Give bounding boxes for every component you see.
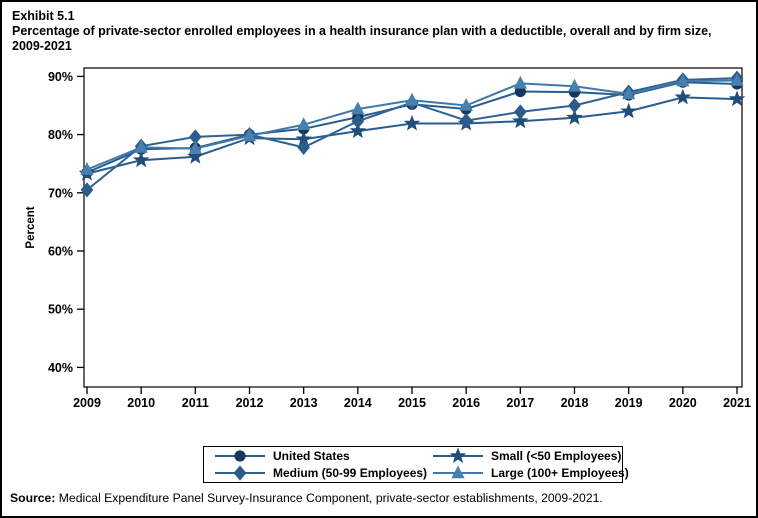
x-tick-label: 2020: [669, 396, 697, 407]
legend-item-small-50-employees: Small (<50 Employees): [432, 448, 629, 464]
legend-item-large-100-employees: Large (100+ Employees): [432, 465, 629, 480]
y-tick-label: 40%: [48, 361, 73, 375]
diamond-marker-icon: [297, 139, 311, 155]
star-marker-icon: [132, 151, 150, 168]
star-marker-icon: [349, 122, 367, 139]
triangle-marker-icon: [405, 92, 419, 106]
plot-border: [83, 67, 743, 388]
legend-star-marker-icon: [433, 448, 483, 464]
star-marker-icon: [512, 112, 529, 129]
y-axis-title: Percent: [25, 206, 37, 248]
triangle-marker-icon: [188, 141, 202, 154]
x-tick-label: 2009: [73, 396, 101, 407]
x-tick-label: 2012: [236, 396, 264, 407]
x-tick-label: 2016: [452, 396, 480, 407]
circle-glyph: [234, 450, 246, 462]
triangle-marker-icon: [134, 139, 148, 153]
diamond-marker-icon: [568, 97, 581, 114]
y-tick-label: 90%: [48, 70, 73, 84]
triangle-marker-icon: [297, 117, 311, 131]
legend-circle-marker-icon: [215, 450, 265, 462]
exhibit-number: Exhibit 5.1: [12, 9, 75, 23]
deductible-trend-line-chart: 90% 80% 70% 60% 50% 40% Percent 2009 2010 2011 201…: [25, 67, 751, 407]
triangle-marker-icon: [513, 75, 527, 89]
triangle-marker-icon: [80, 162, 94, 175]
legend-item-medium-50-99-employees: Medium (50-99 Employees): [214, 465, 432, 481]
x-tick-label: 2014: [344, 396, 372, 407]
x-tick-label: 2017: [506, 396, 534, 407]
triangle-marker-icon: [676, 73, 690, 87]
legend-item-united-states: United States: [214, 449, 432, 464]
x-axis: 2009 2010 2011 2012 2013 2014 2015 2016 2017 2018…: [73, 387, 751, 407]
y-tick-label: 70%: [48, 186, 73, 200]
legend-diamond-marker-icon: [215, 465, 265, 481]
series-large-100-employees: [80, 72, 744, 175]
star-marker-icon: [187, 148, 204, 164]
x-tick-label: 2010: [127, 396, 155, 407]
source-text: Medical Expenditure Panel Survey-Insuran…: [55, 491, 603, 505]
x-tick-label: 2018: [561, 396, 589, 407]
star-glyph: [449, 448, 467, 464]
legend-label: United States: [273, 449, 350, 464]
star-marker-icon: [620, 102, 637, 119]
x-tick-label: 2011: [182, 396, 209, 407]
diamond-marker-icon: [459, 113, 473, 129]
legend-label: Small (<50 Employees): [491, 449, 622, 464]
triangle-marker-icon: [622, 86, 636, 100]
x-tick-label: 2013: [290, 396, 318, 407]
triangle-marker-icon: [567, 78, 582, 92]
triangle-marker-icon: [351, 101, 365, 115]
star-marker-icon: [728, 90, 746, 107]
triangle-marker-icon: [730, 72, 744, 86]
legend-triangle-marker-icon: [433, 465, 483, 479]
triangle-glyph: [451, 465, 465, 479]
x-tick-label: 2021: [723, 396, 751, 407]
triangle-marker-icon: [459, 98, 473, 111]
star-marker-icon: [403, 114, 421, 131]
y-tick-label: 50%: [48, 303, 73, 317]
source-label: Source:: [10, 491, 56, 505]
series-united-states: [81, 76, 743, 179]
chart-legend: United States Small (<50 Employees) Medium…: [203, 446, 629, 483]
diamond-marker-icon: [513, 104, 527, 120]
source-note: Source: Medical Expenditure Panel Survey…: [10, 491, 603, 505]
y-tick-label: 80%: [48, 128, 73, 142]
diamond-marker-icon: [351, 113, 365, 129]
triangle-marker-icon: [242, 128, 257, 142]
x-tick-label: 2015: [398, 396, 426, 407]
legend-label: Large (100+ Employees): [491, 465, 629, 480]
diamond-marker-icon: [80, 182, 94, 198]
title-block: Exhibit 5.1 Percentage of private-sector…: [12, 9, 736, 54]
legend-label: Medium (50-99 Employees): [273, 465, 428, 480]
y-tick-label: 60%: [48, 245, 73, 259]
x-tick-label: 2019: [615, 396, 643, 407]
y-axis: 90% 80% 70% 60% 50% 40% Percent: [25, 70, 84, 375]
chart-title: Percentage of private-sector enrolled em…: [12, 24, 712, 53]
star-marker-icon: [566, 109, 583, 125]
star-marker-icon: [674, 88, 692, 105]
diamond-glyph: [233, 465, 247, 481]
